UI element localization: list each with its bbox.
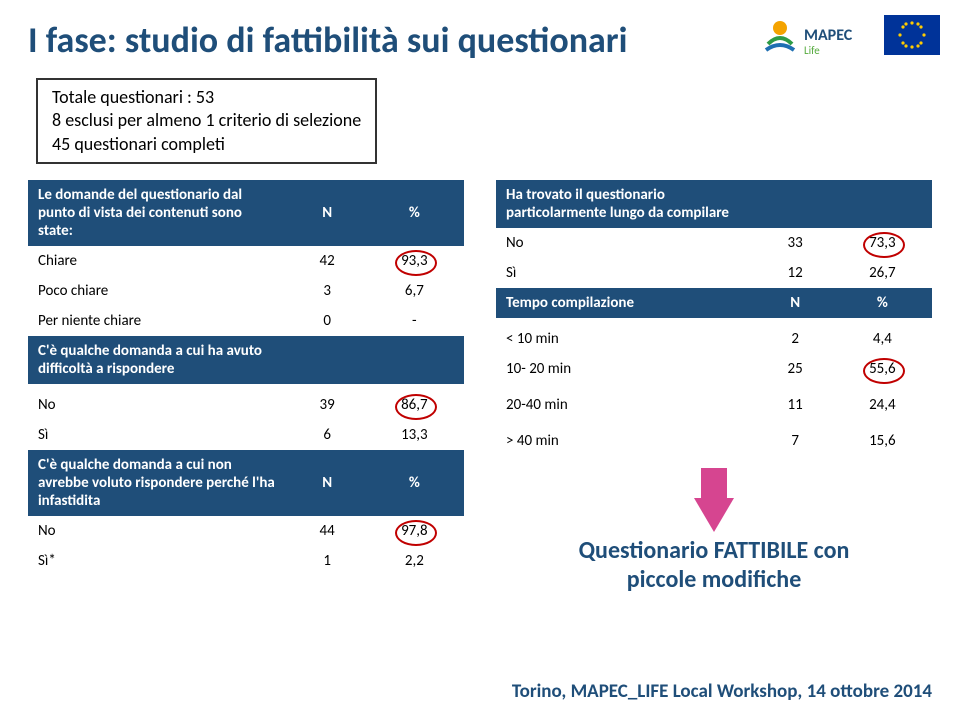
cell: 15,6 <box>833 426 932 456</box>
circled-value: 73,3 <box>869 234 896 252</box>
table-row: 10- 20 min 25 55,6 <box>496 354 932 384</box>
table-row: > 40 min 7 15,6 <box>496 426 932 456</box>
table-row: < 10 min 2 4,4 <box>496 324 932 354</box>
cell: 93,3 <box>365 246 464 276</box>
header-cell: N <box>290 450 365 516</box>
cell: 7 <box>758 426 833 456</box>
conclusion-text: Questionario FATTIBILE con piccole modif… <box>496 536 932 594</box>
cell: 1 <box>290 546 365 576</box>
table-row: Per niente chiare 0 - <box>28 306 464 336</box>
cell: 73,3 <box>833 228 932 258</box>
mapec-logo: MAPEC Life <box>756 10 876 60</box>
svg-text:MAPEC: MAPEC <box>804 26 853 45</box>
header-cell: N <box>290 180 365 246</box>
cell: < 10 min <box>496 324 758 354</box>
cell: 10- 20 min <box>496 354 758 384</box>
cell: 55,6 <box>833 354 932 384</box>
footer-text: Torino, MAPEC_LIFE Local Workshop, 14 ot… <box>512 680 932 703</box>
cell: Chiare <box>28 246 290 276</box>
logo-block: MAPEC Life <box>756 10 940 60</box>
header-cell: % <box>365 450 464 516</box>
cell: 25 <box>758 354 833 384</box>
cell: Sì <box>496 258 758 288</box>
cell: 3 <box>290 276 365 306</box>
subtitle-box: Totale questionari : 53 8 esclusi per al… <box>36 78 377 164</box>
cell: 2,2 <box>365 546 464 576</box>
cell: 0 <box>290 306 365 336</box>
subtitle-line: 8 esclusi per almeno 1 criterio di selez… <box>52 109 361 132</box>
right-column: Ha trovato il questionario particolarmen… <box>496 180 932 594</box>
header-cell: Le domande del questionario dal punto di… <box>28 180 290 246</box>
header-cell <box>365 336 464 384</box>
table-header-row: C'è qualche domanda a cui ha avuto diffi… <box>28 336 464 384</box>
header-cell <box>833 180 932 228</box>
cell: 39 <box>290 390 365 420</box>
cell: 6,7 <box>365 276 464 306</box>
cell: 42 <box>290 246 365 276</box>
left-column: Le domande del questionario dal punto di… <box>28 180 464 594</box>
header-cell: % <box>833 288 932 318</box>
arrow-down-icon <box>694 498 734 532</box>
svg-text:Life: Life <box>804 44 820 57</box>
header-cell: C'è qualche domanda a cui ha avuto diffi… <box>28 336 290 384</box>
circled-value: 97,8 <box>401 522 428 540</box>
header-cell: Tempo compilazione <box>496 288 758 318</box>
cell: Sì <box>28 420 290 450</box>
header-cell <box>290 336 365 384</box>
header-cell: % <box>365 180 464 246</box>
eu-flag-icon <box>884 15 940 55</box>
header-cell: Ha trovato il questionario particolarmen… <box>496 180 758 228</box>
cell: Per niente chiare <box>28 306 290 336</box>
circled-value: 86,7 <box>401 396 428 414</box>
cell: 2 <box>758 324 833 354</box>
conclusion-line: Questionario FATTIBILE con <box>496 536 932 565</box>
table-row: Poco chiare 3 6,7 <box>28 276 464 306</box>
conclusion-line: piccole modifiche <box>496 565 932 594</box>
cell: 20-40 min <box>496 390 758 420</box>
cell: Sì* <box>28 546 290 576</box>
table-row: No 44 97,8 <box>28 516 464 546</box>
cell: No <box>496 228 758 258</box>
table-row: Chiare 42 93,3 <box>28 246 464 276</box>
header-cell <box>758 180 833 228</box>
slide-title: I fase: studio di fattibilità sui questi… <box>28 18 627 62</box>
cell: Poco chiare <box>28 276 290 306</box>
cell: No <box>28 390 290 420</box>
table-row: 20-40 min 11 24,4 <box>496 390 932 420</box>
right-table: Ha trovato il questionario particolarmen… <box>496 180 932 456</box>
header-cell: C'è qualche domanda a cui non avrebbe vo… <box>28 450 290 516</box>
cell: 97,8 <box>365 516 464 546</box>
table-header-row: Tempo compilazione N % <box>496 288 932 318</box>
table-header-row: C'è qualche domanda a cui non avrebbe vo… <box>28 450 464 516</box>
left-table: Le domande del questionario dal punto di… <box>28 180 464 576</box>
table-row: Sì 12 26,7 <box>496 258 932 288</box>
circled-value: 55,6 <box>869 360 896 378</box>
cell: 13,3 <box>365 420 464 450</box>
cell: - <box>365 306 464 336</box>
cell: 11 <box>758 390 833 420</box>
table-row: No 33 73,3 <box>496 228 932 258</box>
table-header-row: Le domande del questionario dal punto di… <box>28 180 464 246</box>
cell: 12 <box>758 258 833 288</box>
subtitle-line: 45 questionari completi <box>52 133 361 156</box>
table-header-row: Ha trovato il questionario particolarmen… <box>496 180 932 228</box>
cell: 44 <box>290 516 365 546</box>
cell: 6 <box>290 420 365 450</box>
table-row: Sì* 1 2,2 <box>28 546 464 576</box>
cell: 86,7 <box>365 390 464 420</box>
subtitle-line: Totale questionari : 53 <box>52 86 361 109</box>
table-row: Sì 6 13,3 <box>28 420 464 450</box>
cell: 26,7 <box>833 258 932 288</box>
cell: > 40 min <box>496 426 758 456</box>
cell: 4,4 <box>833 324 932 354</box>
table-row: No 39 86,7 <box>28 390 464 420</box>
circled-value: 93,3 <box>401 252 428 270</box>
cell: 24,4 <box>833 390 932 420</box>
cell: No <box>28 516 290 546</box>
header-cell: N <box>758 288 833 318</box>
cell: 33 <box>758 228 833 258</box>
